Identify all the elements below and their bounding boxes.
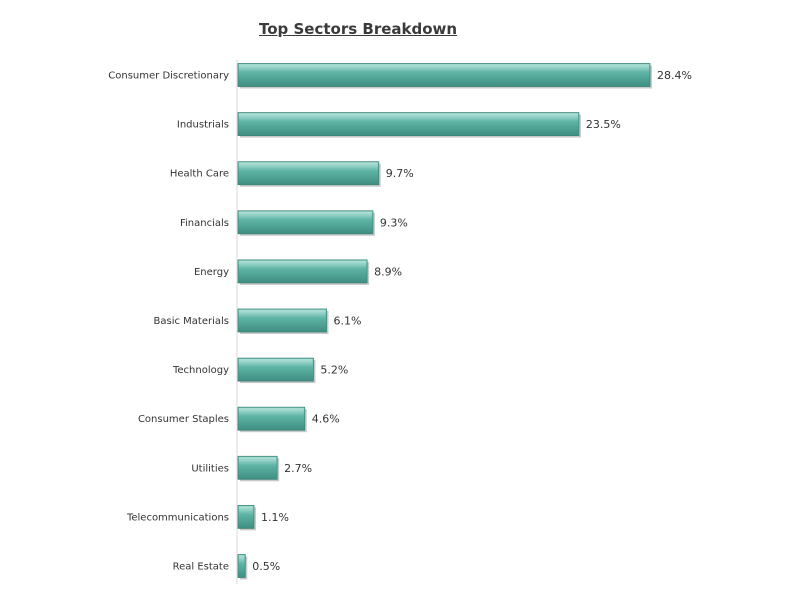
value-label: 6.1% <box>333 315 361 328</box>
category-label: Industrials <box>177 120 229 131</box>
category-label: Energy <box>194 267 229 278</box>
bar-highlight <box>239 457 277 479</box>
value-label: 23.5% <box>586 118 621 131</box>
category-label: Health Care <box>170 169 229 180</box>
category-label: Utilities <box>191 463 229 474</box>
value-label: 1.1% <box>261 511 289 524</box>
value-label: 4.6% <box>312 413 340 426</box>
bar-highlight <box>239 113 578 135</box>
category-label: Telecommunications <box>126 512 229 523</box>
category-label: Consumer Staples <box>138 414 229 425</box>
value-label: 0.5% <box>252 560 280 573</box>
category-label: Technology <box>172 365 229 376</box>
bar-highlight <box>239 64 649 86</box>
bar-highlight <box>239 211 372 233</box>
category-label: Consumer Discretionary <box>108 71 229 82</box>
value-label: 9.7% <box>386 167 414 180</box>
bar-highlight <box>239 310 326 331</box>
value-label: 8.9% <box>374 265 402 278</box>
bar-highlight <box>239 506 253 528</box>
bar-highlight <box>239 555 245 577</box>
category-label: Real Estate <box>173 562 229 573</box>
value-label: 9.3% <box>380 216 408 229</box>
value-label: 5.2% <box>320 364 348 377</box>
category-label: Basic Materials <box>154 316 230 327</box>
bar-highlight <box>239 162 378 184</box>
value-label: 28.4% <box>657 69 692 82</box>
bar-highlight <box>239 359 313 381</box>
bar-highlight <box>239 408 304 430</box>
category-label: Financials <box>180 218 229 229</box>
value-label: 2.7% <box>284 462 312 475</box>
chart-title: Top Sectors Breakdown <box>259 20 458 38</box>
bar-highlight <box>239 260 367 282</box>
